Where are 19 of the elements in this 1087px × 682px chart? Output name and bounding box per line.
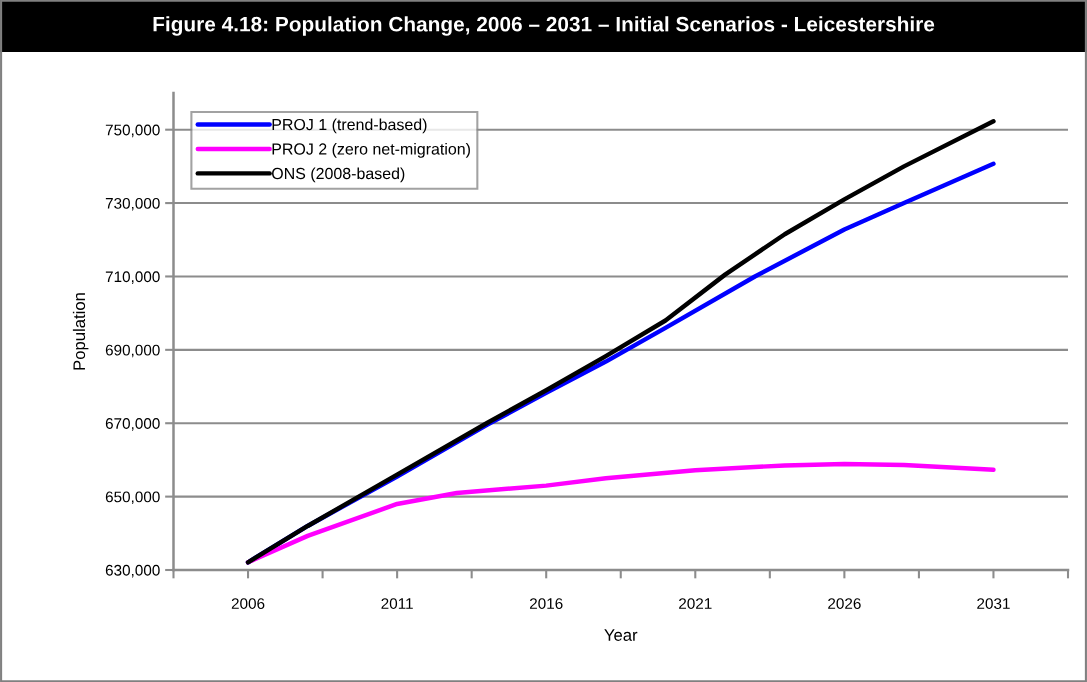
y-tick-label: 670,000 xyxy=(105,418,160,431)
y-tick-label: 730,000 xyxy=(105,197,160,211)
legend-label: PROJ 2 (zero net-migration) xyxy=(272,142,470,158)
y-tick-label: 710,000 xyxy=(105,271,160,284)
y-tick-label: 750,000 xyxy=(105,124,160,138)
legend-label: PROJ 1 (trend-based) xyxy=(272,118,427,134)
x-tick-label: 2011 xyxy=(381,598,413,609)
y-tick-label: 630,000 xyxy=(105,564,160,578)
x-tick-label: 2006 xyxy=(231,598,265,609)
x-axis-title: Year xyxy=(604,629,638,641)
legend-label: ONS (2008-based) xyxy=(272,167,405,183)
x-tick-label: 2021 xyxy=(679,598,712,609)
x-tick-label: 2031 xyxy=(977,598,1010,609)
y-axis-title: Population xyxy=(72,293,89,370)
y-tick-label: 690,000 xyxy=(105,344,160,358)
y-tick-label: 650,000 xyxy=(105,491,160,505)
chart-title: Figure 4.18: Population Change, 2006 – 2031 – Initial Scenarios - Leicestershire xyxy=(153,16,935,36)
x-tick-label: 2016 xyxy=(529,598,563,609)
x-tick-label: 2026 xyxy=(828,598,861,609)
